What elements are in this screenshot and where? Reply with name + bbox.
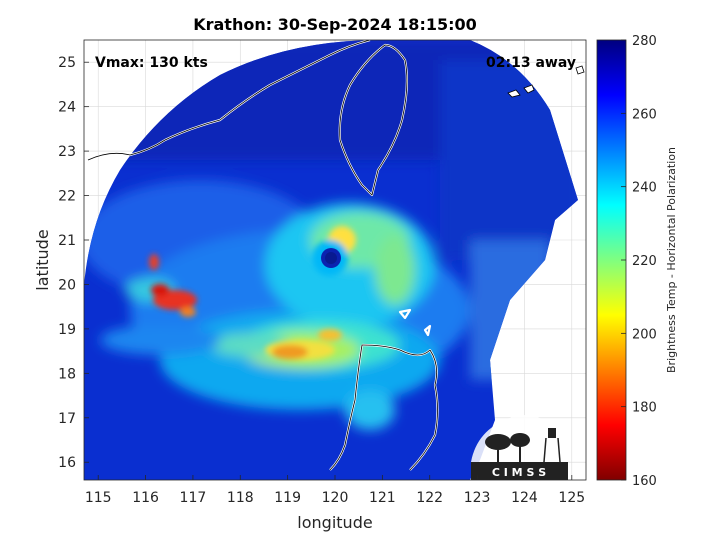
coastlines-outline: [87, 40, 438, 471]
vmax-label: Vmax: 130 kts: [95, 55, 208, 71]
colorbar-tick-label: 220: [632, 254, 657, 269]
x-tick-label: 124: [511, 490, 538, 506]
time-away-label: 02:13 away: [486, 55, 576, 71]
colorbar-tick-label: 280: [632, 34, 657, 49]
y-tick-label: 22: [58, 189, 76, 205]
x-tick-label: 117: [180, 490, 207, 506]
y-tick-label: 17: [58, 411, 76, 427]
y-tick-label: 19: [58, 322, 76, 338]
x-tick-label: 121: [369, 490, 396, 506]
colorbar-tick-label: 240: [632, 181, 657, 196]
x-axis-label: longitude: [297, 513, 372, 532]
y-tick-label: 16: [58, 455, 76, 471]
y-tick-label: 23: [58, 144, 76, 160]
y-tick-label: 18: [58, 366, 76, 382]
x-tick-label: 115: [85, 490, 112, 506]
cimss-logo: C I M S S: [471, 415, 568, 480]
colorbar-tick-label: 200: [632, 327, 657, 342]
x-tick-label: 116: [132, 490, 159, 506]
colorbar-label: Brightness Temp - Horizontal Polarizatio…: [665, 147, 678, 373]
chart-title: Krathon: 30-Sep-2024 18:15:00: [193, 15, 477, 34]
x-tick-label: 120: [322, 490, 349, 506]
colorbar-tick-label: 260: [632, 107, 657, 122]
x-tick-label: 122: [416, 490, 443, 506]
x-tick-label: 125: [558, 490, 585, 506]
x-tick-label: 119: [274, 490, 301, 506]
colorbar-tick-label: 180: [632, 401, 657, 416]
x-tick-label: 123: [464, 490, 491, 506]
colorbar-ticks: 160 180 200 220 240 260 280: [621, 34, 657, 489]
x-axis: 115 116 117 118 119 120 121 122 123 124 125: [85, 475, 585, 506]
y-tick-label: 25: [58, 55, 76, 71]
x-tick-label: 118: [227, 490, 254, 506]
y-tick-label: 24: [58, 100, 76, 116]
cimss-logo-text: C I M S S: [492, 466, 546, 479]
y-axis: 16 17 18 19 20 21 22 23 24 25: [58, 55, 89, 471]
y-axis-label: latitude: [33, 229, 52, 290]
y-tick-label: 20: [58, 277, 76, 293]
y-tick-label: 21: [58, 233, 76, 249]
islands-outside-swath: [507, 65, 585, 98]
colorbar-tick-label: 160: [632, 474, 657, 489]
